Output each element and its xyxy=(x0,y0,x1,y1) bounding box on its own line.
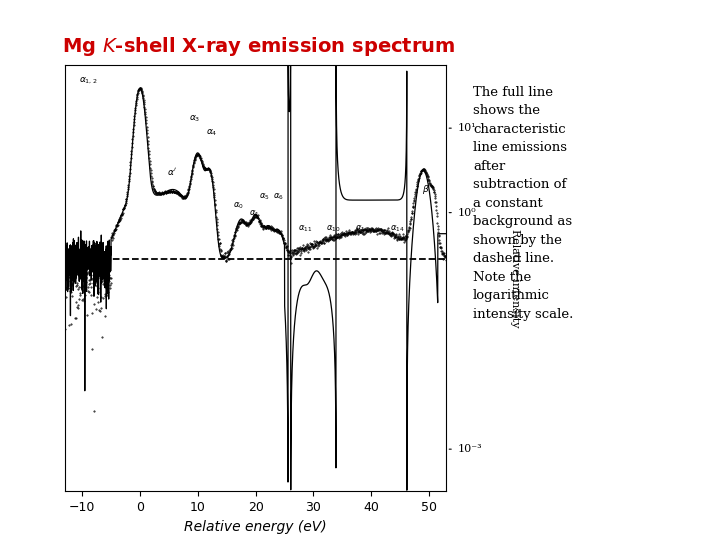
Text: $\alpha_6$: $\alpha_6$ xyxy=(274,192,284,202)
Text: $\alpha_{14}$: $\alpha_{14}$ xyxy=(390,223,405,234)
Text: Relative intensity: Relative intensity xyxy=(510,229,520,327)
Text: $\alpha_1$: $\alpha_1$ xyxy=(249,209,260,219)
Text: $\alpha_4$: $\alpha_4$ xyxy=(207,128,218,138)
Text: 10⁻³: 10⁻³ xyxy=(458,444,482,454)
Text: Mg $\it{K}$-shell X-ray emission spectrum: Mg $\it{K}$-shell X-ray emission spectru… xyxy=(63,35,456,58)
Text: $\alpha_0$: $\alpha_0$ xyxy=(233,200,243,211)
Text: $\beta$: $\beta$ xyxy=(423,183,430,195)
Text: $\alpha_{1,2}$: $\alpha_{1,2}$ xyxy=(78,76,97,86)
Text: 10⁰: 10⁰ xyxy=(458,208,477,218)
Text: $\alpha_{13}$: $\alpha_{13}$ xyxy=(355,223,370,234)
Text: 10¹: 10¹ xyxy=(458,123,477,133)
Text: The full line
shows the
characteristic
line emissions
after
subtraction of
a con: The full line shows the characteristic l… xyxy=(473,86,573,321)
X-axis label: Relative energy (eV): Relative energy (eV) xyxy=(184,519,327,534)
Text: $\alpha_{11}$: $\alpha_{11}$ xyxy=(297,223,312,234)
Text: $\alpha'$: $\alpha'$ xyxy=(167,166,177,177)
Text: $\alpha_{10}$: $\alpha_{10}$ xyxy=(326,223,341,234)
Text: $\alpha_5$: $\alpha_5$ xyxy=(259,192,270,202)
Text: $\alpha_3$: $\alpha_3$ xyxy=(189,113,201,124)
